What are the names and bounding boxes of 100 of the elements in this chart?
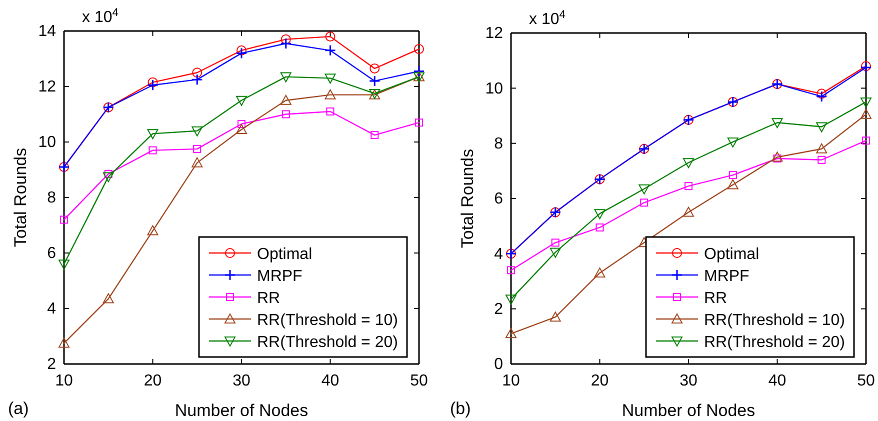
legend-label: RR(Threshold = 20) [257,334,398,351]
y-tick-label: 0 [494,356,504,374]
point [640,198,648,207]
point [324,74,336,84]
point [506,328,516,338]
x-axis-title: Number of Nodes [174,401,308,420]
point [192,68,202,78]
point [816,88,827,99]
x-tick-label: 40 [768,372,786,390]
y-tick-label: 8 [47,190,56,207]
point [58,260,70,270]
point [192,157,203,168]
point [860,108,872,119]
point [683,158,694,168]
point [816,90,828,102]
point [638,184,650,194]
text: x 10$^{4}$ [529,9,566,28]
point [236,124,247,134]
legend-label: RR [257,290,280,307]
point [58,338,70,348]
legend-label: Optimal [704,246,760,263]
point [727,137,738,148]
point [60,216,68,224]
point [236,47,248,59]
point [324,89,336,100]
point [862,136,870,145]
point [236,96,247,106]
text: (a) [8,399,29,418]
y-tick-label: 4 [494,246,504,263]
point [551,238,560,247]
point [324,44,336,56]
point [148,146,157,154]
point [414,44,424,54]
legend-label: MRPF [257,268,303,285]
y-tick-label: 12 [485,25,504,42]
point [550,248,561,258]
point [191,74,203,86]
point [816,143,828,154]
point [368,75,380,87]
point [818,156,826,164]
point [860,97,872,108]
point [728,171,737,180]
point [192,126,203,136]
point [415,118,423,127]
y-tick-label: 10 [38,134,56,152]
text: (b) [450,399,471,418]
point [683,206,694,217]
y-tick-label: 2 [494,300,504,318]
point [147,225,158,236]
x-tick-label: 20 [144,372,162,390]
point [280,34,291,44]
x-tick-label: 50 [410,372,428,390]
y-tick-label: 4 [47,300,56,318]
y-axis-title: Total Rounds [458,148,477,248]
point [550,312,561,322]
point [325,32,336,42]
legend-label: Optimal [257,246,312,263]
point [684,182,692,190]
point [594,267,606,278]
text: x 10$^{4}$ [82,7,118,26]
x-axis-title: Number of Nodes [622,401,756,420]
point [506,294,516,305]
point [280,38,292,50]
point [147,129,158,140]
legend-label: RR [704,290,728,307]
y-tick-label: 10 [485,80,504,98]
point [413,65,425,77]
x-tick-label: 50 [857,372,875,390]
y-axis-title: Total Rounds [11,148,30,248]
point [148,77,158,88]
legend-label: RR(Threshold = 10) [704,312,845,329]
point [102,172,114,182]
x-tick-label: 30 [232,372,250,390]
point [280,72,292,82]
point [816,122,828,132]
y-tick-label: 14 [38,23,56,40]
legend-label: RR(Threshold = 10) [257,312,398,329]
point [326,107,334,116]
y-tick-label: 6 [47,245,56,262]
point [280,94,292,105]
point [282,110,290,118]
legend-label: RR(Threshold = 20) [704,334,845,351]
x-tick-label: 40 [321,372,340,390]
point [193,144,202,153]
legend-label: MRPF [704,268,750,285]
point [772,152,783,162]
point [370,63,380,74]
point [507,266,515,274]
x-tick-label: 30 [680,372,698,390]
point [102,293,114,304]
y-tick-label: 12 [38,78,56,96]
point [147,79,158,91]
point [238,120,246,128]
y-tick-label: 2 [47,356,56,374]
point [236,45,246,56]
point [594,209,606,220]
y-tick-label: 8 [494,135,504,152]
point [370,131,379,140]
point [596,223,604,232]
y-tick-label: 6 [494,190,504,208]
